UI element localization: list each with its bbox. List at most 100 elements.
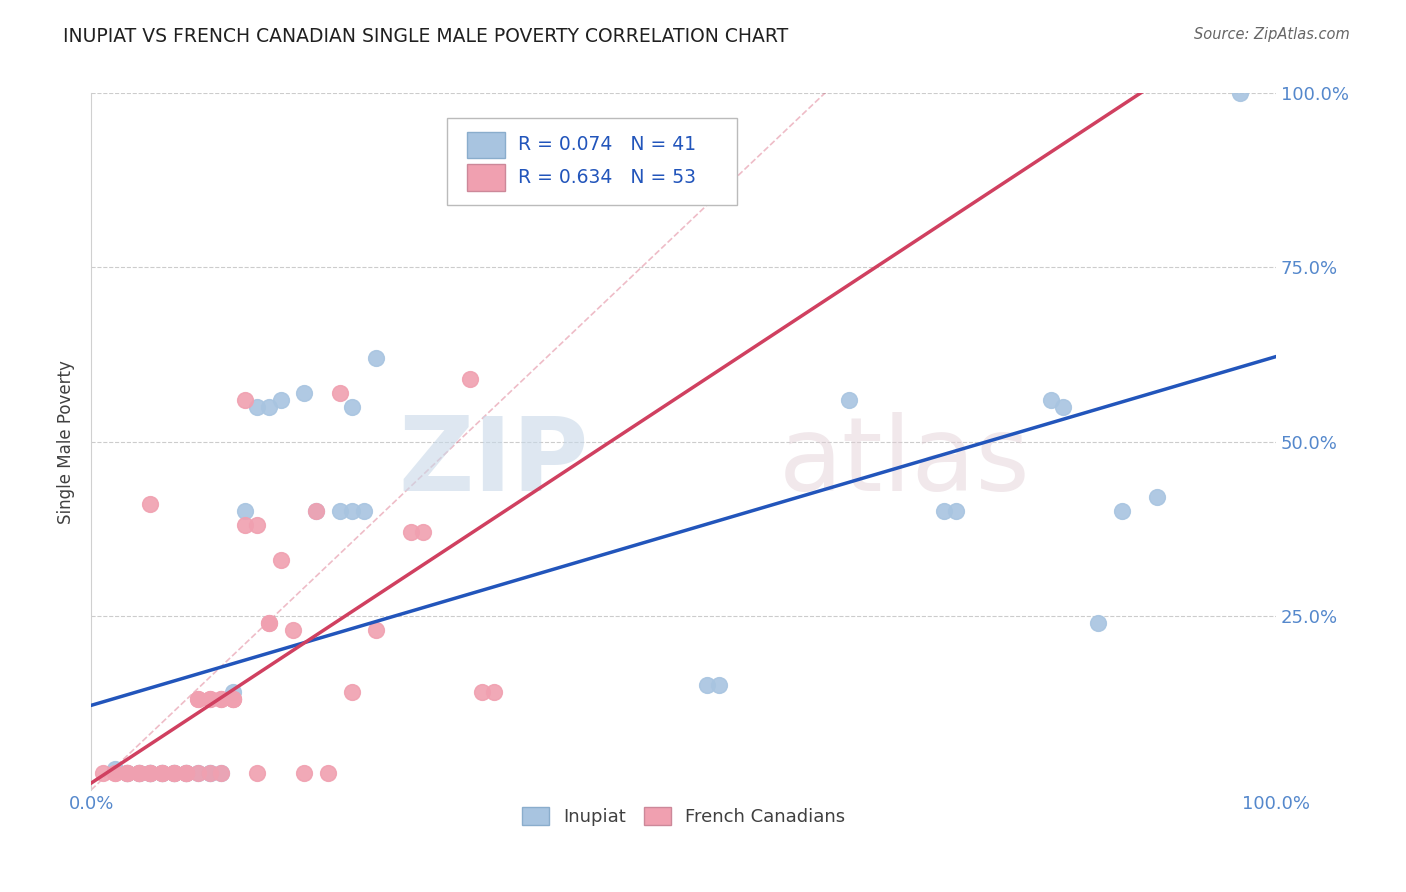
Point xyxy=(458,372,481,386)
Point xyxy=(150,765,173,780)
Text: R = 0.634   N = 53: R = 0.634 N = 53 xyxy=(517,169,696,187)
Point xyxy=(211,765,233,780)
Bar xyxy=(467,164,505,191)
Point xyxy=(471,685,494,699)
Point xyxy=(1111,504,1133,518)
Point xyxy=(211,692,233,706)
Text: R = 0.074   N = 41: R = 0.074 N = 41 xyxy=(517,136,696,154)
Point xyxy=(329,385,352,400)
Text: ZIP: ZIP xyxy=(398,412,589,513)
Point xyxy=(294,385,316,400)
Point xyxy=(294,765,316,780)
Point xyxy=(163,765,186,780)
Point xyxy=(139,765,162,780)
Text: atlas: atlas xyxy=(779,412,1031,513)
Point xyxy=(139,765,162,780)
Point xyxy=(115,765,138,780)
Point xyxy=(222,692,245,706)
Point xyxy=(364,623,387,637)
Point xyxy=(340,685,363,699)
Point xyxy=(174,765,197,780)
Point xyxy=(270,553,292,567)
Point xyxy=(233,518,256,533)
Point xyxy=(222,692,245,706)
Point xyxy=(174,765,197,780)
Point xyxy=(707,678,730,692)
Bar xyxy=(467,132,505,158)
Point xyxy=(139,497,162,511)
Point xyxy=(257,400,280,414)
Point xyxy=(163,765,186,780)
Point xyxy=(270,392,292,407)
Point xyxy=(187,692,209,706)
Point xyxy=(198,692,221,706)
Point xyxy=(139,765,162,780)
Point xyxy=(305,504,328,518)
Point xyxy=(174,765,197,780)
Point xyxy=(305,504,328,518)
Point xyxy=(340,400,363,414)
Point xyxy=(198,765,221,780)
Point xyxy=(198,692,221,706)
Point xyxy=(139,765,162,780)
Point xyxy=(316,765,339,780)
Point xyxy=(211,692,233,706)
Text: INUPIAT VS FRENCH CANADIAN SINGLE MALE POVERTY CORRELATION CHART: INUPIAT VS FRENCH CANADIAN SINGLE MALE P… xyxy=(63,27,789,45)
Legend: Inupiat, French Canadians: Inupiat, French Canadians xyxy=(515,799,853,833)
Point xyxy=(1229,87,1251,101)
Point xyxy=(91,765,114,780)
Point xyxy=(222,685,245,699)
Point xyxy=(198,765,221,780)
Point xyxy=(364,351,387,365)
Point xyxy=(211,765,233,780)
Point xyxy=(128,765,150,780)
Point xyxy=(150,765,173,780)
Point xyxy=(115,765,138,780)
Point xyxy=(353,504,375,518)
Point xyxy=(174,765,197,780)
Point xyxy=(838,392,860,407)
Point xyxy=(340,504,363,518)
Point xyxy=(257,615,280,630)
Point xyxy=(246,765,269,780)
FancyBboxPatch shape xyxy=(447,118,737,205)
Point xyxy=(128,765,150,780)
Point xyxy=(233,392,256,407)
Point xyxy=(198,765,221,780)
Point xyxy=(104,765,127,780)
Point xyxy=(104,762,127,776)
Point xyxy=(115,765,138,780)
Text: Source: ZipAtlas.com: Source: ZipAtlas.com xyxy=(1194,27,1350,42)
Point xyxy=(128,765,150,780)
Point xyxy=(187,765,209,780)
Point xyxy=(1039,392,1062,407)
Point xyxy=(115,765,138,780)
Point xyxy=(128,765,150,780)
Point xyxy=(1087,615,1109,630)
Point xyxy=(412,525,434,540)
Point xyxy=(399,525,422,540)
Point xyxy=(1052,400,1074,414)
Point xyxy=(150,765,173,780)
Point xyxy=(329,504,352,518)
Point xyxy=(163,765,186,780)
Point xyxy=(115,765,138,780)
Point xyxy=(257,615,280,630)
Point xyxy=(187,692,209,706)
Point xyxy=(150,765,173,780)
Point xyxy=(163,765,186,780)
Point xyxy=(104,765,127,780)
Point xyxy=(934,504,956,518)
Point xyxy=(482,685,505,699)
Point xyxy=(233,504,256,518)
Point xyxy=(163,765,186,780)
Point xyxy=(128,765,150,780)
Point xyxy=(187,765,209,780)
Point xyxy=(1146,491,1168,505)
Point xyxy=(246,518,269,533)
Point xyxy=(139,765,162,780)
Y-axis label: Single Male Poverty: Single Male Poverty xyxy=(58,359,75,524)
Point xyxy=(696,678,718,692)
Point xyxy=(139,765,162,780)
Point xyxy=(150,765,173,780)
